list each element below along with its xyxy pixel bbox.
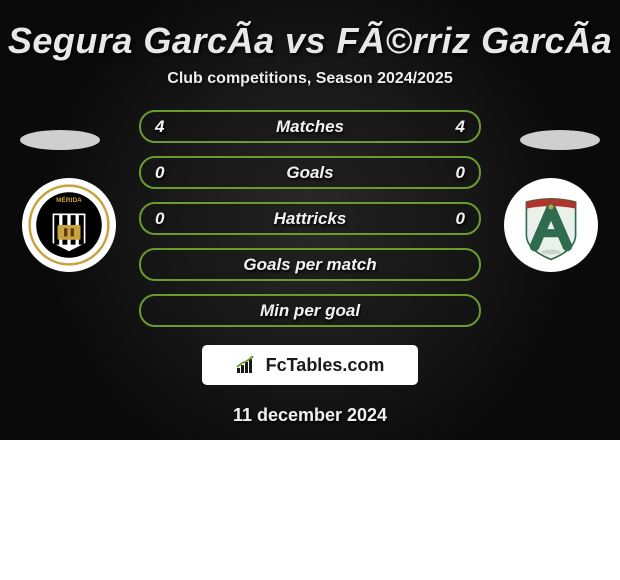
stat-row-min-per-goal: Min per goal (139, 294, 481, 327)
stat-right-value: 0 (456, 163, 465, 183)
stat-label: Matches (276, 117, 344, 137)
club-crest-left: MÉRIDA (22, 178, 116, 272)
crest-right-svg (510, 184, 592, 266)
stat-right-value: 4 (456, 117, 465, 137)
club-crest-right (504, 178, 598, 272)
stat-row-matches: 4 Matches 4 (139, 110, 481, 143)
stat-label: Min per goal (260, 301, 360, 321)
stat-label: Goals (286, 163, 333, 183)
stat-row-goals: 0 Goals 0 (139, 156, 481, 189)
ellipse-left (20, 130, 100, 150)
crest-left-svg: MÉRIDA (28, 184, 110, 266)
subtitle: Club competitions, Season 2024/2025 (0, 70, 620, 88)
comparison-card: Segura GarcÃa vs FÃ©rriz GarcÃa Club com… (0, 0, 620, 440)
page-title: Segura GarcÃa vs FÃ©rriz GarcÃa (0, 20, 620, 62)
stat-label: Hattricks (274, 209, 347, 229)
chart-icon (236, 356, 262, 374)
branding-text: FcTables.com (266, 355, 385, 376)
stat-row-goals-per-match: Goals per match (139, 248, 481, 281)
stat-row-hattricks: 0 Hattricks 0 (139, 202, 481, 235)
stat-right-value: 0 (456, 209, 465, 229)
date-label: 11 december 2024 (0, 405, 620, 426)
stat-label: Goals per match (243, 255, 376, 275)
ellipse-right (520, 130, 600, 150)
stat-rows: 4 Matches 4 0 Goals 0 0 Hattricks 0 Goal… (139, 110, 481, 327)
stat-left-value: 0 (155, 209, 164, 229)
branding-box[interactable]: FcTables.com (202, 345, 418, 385)
stat-left-value: 0 (155, 163, 164, 183)
stat-left-value: 4 (155, 117, 164, 137)
svg-text:MÉRIDA: MÉRIDA (56, 195, 82, 204)
